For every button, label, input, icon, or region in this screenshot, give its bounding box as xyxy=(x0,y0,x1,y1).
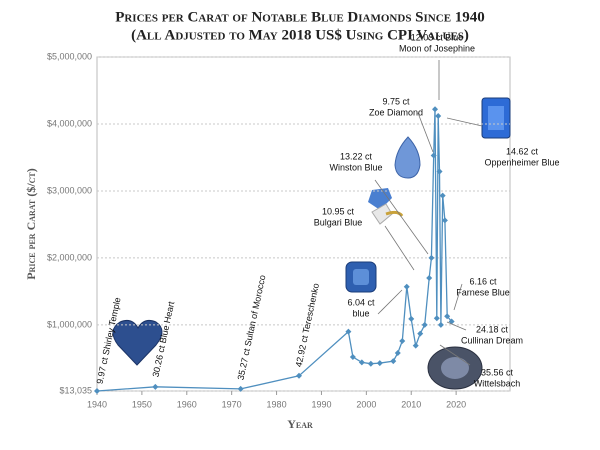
annotation: 10.95 ct xyxy=(322,206,355,216)
blue-image-facet xyxy=(353,269,369,285)
annotation: Cullinan Dream xyxy=(461,335,523,345)
bulgari-image xyxy=(368,188,392,210)
wittelsbach-facet xyxy=(441,357,469,379)
diamond-illustrations xyxy=(112,97,511,390)
data-point xyxy=(439,192,446,199)
y-tick-label: $5,000,000 xyxy=(47,51,92,61)
data-point xyxy=(349,354,356,361)
annotation: 12.03 ct Blue xyxy=(411,32,464,42)
annotation: Oppenheimer Blue xyxy=(484,157,559,167)
annotation: blue xyxy=(352,308,369,318)
annotation-arrow xyxy=(446,321,467,331)
x-axis-title: Year xyxy=(287,417,313,431)
annotation: 24.18 ct xyxy=(476,324,509,334)
annotation-arrow xyxy=(439,344,471,366)
x-tick-label: 1990 xyxy=(311,399,331,409)
data-point xyxy=(417,330,424,337)
data-point xyxy=(444,313,451,320)
data-point xyxy=(433,315,440,322)
y-tick-label: $4,000,000 xyxy=(47,118,92,128)
x-tick-label: 1950 xyxy=(132,399,152,409)
x-tick-label: 2010 xyxy=(401,399,421,409)
data-point xyxy=(426,275,433,282)
data-point xyxy=(436,168,443,175)
data-point xyxy=(430,152,437,159)
data-point xyxy=(358,359,365,366)
data-point xyxy=(390,358,397,365)
annotation-arrow xyxy=(374,179,429,255)
annotation: 35.56 ct xyxy=(481,367,514,377)
bulgari-ring xyxy=(385,210,404,217)
data-point xyxy=(152,383,159,390)
winston-image xyxy=(394,136,421,179)
x-tick-label: 1940 xyxy=(87,399,107,409)
data-point xyxy=(408,315,415,322)
data-point xyxy=(421,321,428,328)
annotation: Wittelsbach xyxy=(474,378,521,388)
x-tick-label: 2000 xyxy=(356,399,376,409)
blue-heart-image xyxy=(112,320,163,366)
y-axis-title: Price per Carat ($/ct) xyxy=(24,168,38,280)
x-tick-label: 2020 xyxy=(446,399,466,409)
annotation-arrow xyxy=(453,283,463,311)
annotation: 13.22 ct xyxy=(340,151,373,161)
annotation-arrow xyxy=(446,117,483,127)
data-point xyxy=(94,388,100,394)
annotation: 14.62 ct xyxy=(506,146,539,156)
annotation: 6.04 ct xyxy=(347,297,375,307)
data-point xyxy=(437,321,444,328)
oppenheimer-facet xyxy=(488,106,504,130)
chart-subtitle: (All Adjusted to May 2018 US$ Using CPI … xyxy=(131,27,469,43)
data-point xyxy=(345,328,352,335)
annotation-arrow xyxy=(384,225,415,271)
plot-frame xyxy=(96,56,511,392)
data-point xyxy=(403,283,410,290)
annotation: Moon of Josephine xyxy=(399,43,475,53)
x-tick-label: 1970 xyxy=(222,399,242,409)
data-point xyxy=(412,342,419,349)
data-point xyxy=(296,372,303,379)
annotation: 6.16 ct xyxy=(469,276,497,286)
annotation: Bulgari Blue xyxy=(314,217,363,227)
y-tick-label: $3,000,000 xyxy=(47,185,92,195)
annotation: Zoe Diamond xyxy=(369,107,423,117)
data-point xyxy=(399,337,406,344)
annotation: Winston Blue xyxy=(329,162,382,172)
data-point xyxy=(441,217,448,224)
annotation-arrow xyxy=(417,112,434,153)
data-point xyxy=(376,360,383,367)
chart-title: Prices per Carat of Notable Blue Diamond… xyxy=(115,9,485,25)
data-point xyxy=(432,106,439,113)
data-point xyxy=(435,112,442,119)
y-tick-label: $13,035 xyxy=(59,385,92,395)
annotation-arrow xyxy=(377,289,403,315)
data-point xyxy=(237,385,244,392)
y-tick-label: $2,000,000 xyxy=(47,252,92,262)
x-tick-label: 1980 xyxy=(267,399,287,409)
data-point xyxy=(394,350,401,357)
annotation: Farnese Blue xyxy=(456,287,510,297)
x-tick-label: 1960 xyxy=(177,399,197,409)
data-point xyxy=(367,360,374,367)
annotation: 9.75 ct xyxy=(382,96,410,106)
y-tick-label: $1,000,000 xyxy=(47,319,92,329)
data-point xyxy=(428,254,435,261)
